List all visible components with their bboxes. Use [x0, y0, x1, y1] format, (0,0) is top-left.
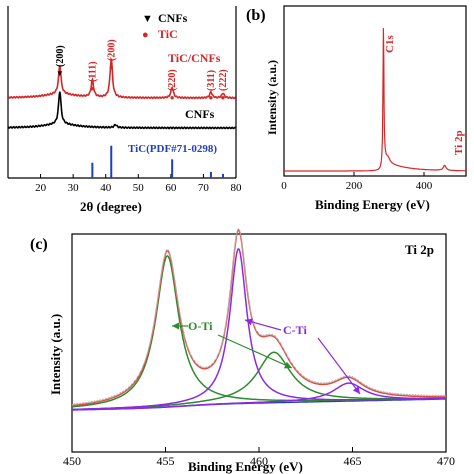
panel-b-x-tick-label: 0 [281, 180, 287, 192]
peak-marker: ● [109, 63, 114, 72]
legend-tic-text: TiC [158, 27, 178, 41]
panel-a-x-tick-label: 50 [133, 182, 145, 194]
component-c-ti-peak-0 [72, 248, 446, 411]
panel-b-label: (b) [246, 7, 266, 24]
panel-a-series [7, 56, 237, 130]
component-o-ti-peak-0 [71, 255, 446, 408]
o-ti-arrow-right [217, 334, 293, 369]
panel-b-frame [283, 5, 467, 177]
peak-label: (222) [218, 69, 229, 91]
panel-a-x-tick-label: 40 [100, 182, 112, 194]
label-c-ti: C-Ti [283, 323, 307, 337]
panel-b-survey-curve [284, 28, 466, 172]
panel-c-x-tick-label: 460 [250, 454, 268, 468]
panel-c-frame [71, 233, 447, 453]
component-o-ti-peak-1 [72, 351, 446, 411]
peak-label: (200) [55, 45, 66, 67]
series-label-tic-cnfs: TiC/CNFs [168, 51, 221, 65]
panel-a-xlabel: 2θ (degree) [80, 199, 142, 214]
reference-label: TiC(PDF#71-0298) [128, 143, 217, 155]
panel-b-xlabel: Binding Energy (eV) [315, 197, 430, 212]
panel-b-ylabel: Intensity (a.u.) [265, 60, 279, 135]
panel-a-x-tick-label: 60 [165, 182, 177, 194]
peak-label: (200) [106, 39, 117, 61]
panel-b-x-tick-label: 200 [346, 180, 363, 192]
panel-a-x-tick-label: 80 [231, 182, 243, 194]
panel-b-x-tick-label: 400 [416, 180, 433, 192]
panel-a: 20 30 40 50 60 70 80 ▼ (200) ● (111) ● (200) ● (220) ●… [7, 6, 242, 214]
panel-a-x-ticks: 20 30 40 50 60 70 80 [35, 174, 242, 194]
panel-c-label: (c) [30, 236, 48, 253]
series-line-1 [7, 91, 237, 130]
panel-c-x-tick-label: 450 [63, 454, 81, 468]
peak-marker: ● [221, 93, 226, 102]
panel-a-reference-sticks [91, 145, 224, 178]
panel-c-x-ticks: 450 455 460 465 470 [63, 447, 455, 468]
c-ti-arrow-right [317, 337, 361, 395]
panel-c-title: Ti 2p [405, 242, 434, 257]
panel-c-ylabel: Intensity (a.u.) [48, 314, 63, 395]
label-arrows [172, 318, 361, 395]
legend-cnfs-text: CNFs [158, 11, 188, 25]
series-label-cnfs: CNFs [185, 107, 215, 121]
panel-c-x-tick-label: 455 [157, 454, 175, 468]
envelope-fit-curve [71, 229, 446, 407]
peak-label: (111) [87, 61, 98, 82]
annotation-ti2p: Ti 2p [453, 130, 465, 155]
annotation-c1s: C1s [384, 35, 396, 53]
panel-c-x-tick-label: 465 [344, 454, 362, 468]
panel-a-x-tick-label: 30 [68, 182, 80, 194]
panel-c-curves [71, 228, 447, 411]
panel-c-xlabel: Binding Energy (eV) [188, 459, 303, 474]
peak-marker: ▼ [56, 69, 64, 78]
peak-marker: ● [208, 93, 213, 102]
peak-marker: ● [170, 93, 175, 102]
legend-tic-marker: ● [142, 29, 149, 41]
peak-marker: ● [90, 84, 95, 93]
series-line-0 [7, 56, 236, 100]
panel-a-peak-labels: ▼ (200) ● (111) ● (200) ● (220) ● (311) ● (222) [55, 39, 229, 102]
panel-b-x-ticks: 0 200 400 [281, 172, 433, 192]
peak-label: (220) [167, 69, 178, 91]
panel-a-legend: ▼ CNFs ● TiC [142, 11, 188, 41]
panel-a-x-tick-label: 20 [35, 182, 47, 194]
raw-data-curve [71, 228, 447, 406]
c-ti-arrow-left [244, 318, 282, 331]
panel-b: (b) 0 200 400 Intensity (a.u.) Binding Ene… [246, 5, 467, 212]
peak-label: (311) [206, 70, 217, 91]
label-o-ti: O-Ti [188, 319, 213, 333]
panel-c: (c) 450 455 460 465 470 Ti 2p Intensity (a.u… [30, 228, 455, 474]
component-c-ti-peak-1 [72, 382, 446, 411]
panel-a-x-tick-label: 70 [198, 182, 210, 194]
panel-c-x-tick-label: 470 [437, 454, 455, 468]
legend-cnfs-marker: ▼ [142, 13, 153, 25]
